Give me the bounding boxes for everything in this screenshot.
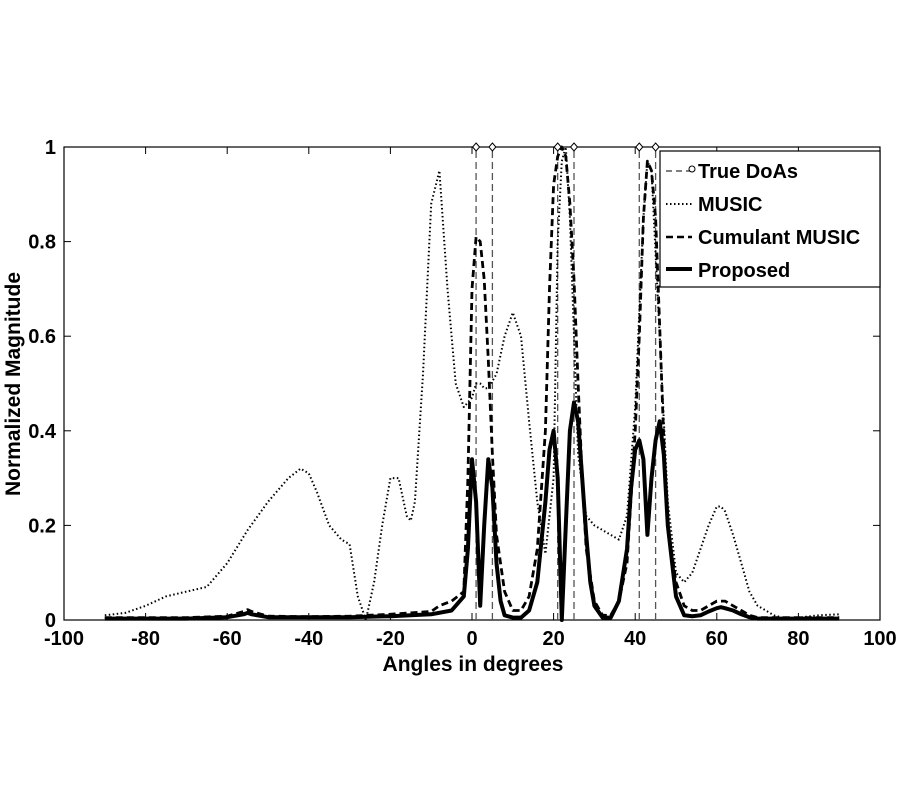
x-tick-label: -20: [376, 628, 405, 650]
x-tick-label: 80: [787, 628, 809, 650]
legend-entry-music: MUSIC: [666, 194, 762, 216]
x-axis: -100 -80 -60 -40 -20 0 20 40 60 80 100: [44, 147, 897, 650]
x-tick-label: 20: [542, 628, 564, 650]
x-tick-label: -60: [213, 628, 242, 650]
x-tick-label: 0: [466, 628, 477, 650]
x-tick-label: -100: [44, 628, 84, 650]
y-tick-label: 0.6: [28, 326, 56, 348]
y-tick-label: 0.4: [28, 421, 57, 443]
legend-box: [659, 150, 881, 288]
legend-label-true-doas: True DoAs: [698, 161, 798, 183]
y-tick-label: 0: [45, 610, 56, 632]
legend-entry-cumulant-music: Cumulant MUSIC: [666, 227, 860, 249]
legend-label-cumulant-music: Cumulant MUSIC: [698, 227, 860, 249]
series-proposed: [104, 400, 840, 622]
true-doa-marker: [488, 142, 497, 152]
y-tick-label: 0.8: [28, 232, 56, 254]
x-tick-label: 100: [863, 628, 896, 650]
y-axis-label: Normalized Magnitude: [2, 272, 25, 496]
legend: True DoAs MUSIC Cumulant MUSIC Proposed: [659, 150, 881, 288]
y-tick-label: 0.2: [28, 515, 56, 537]
legend-label-music: MUSIC: [698, 194, 762, 216]
x-tick-label: 40: [624, 628, 646, 650]
true-doa-marker: [651, 142, 660, 152]
legend-entry-true-doas: True DoAs: [666, 161, 798, 183]
x-tick-label: -80: [131, 628, 160, 650]
proposed-line: [104, 400, 840, 622]
legend-entry-proposed: Proposed: [666, 260, 790, 282]
true-doa-marker: [635, 142, 644, 152]
x-tick-label: 60: [706, 628, 728, 650]
true-doa-marker: [471, 142, 481, 152]
cumulant-music-line: [104, 145, 840, 619]
x-axis-label: Angles in degrees: [383, 653, 564, 676]
y-tick-label: 1: [45, 137, 56, 159]
legend-label-proposed: Proposed: [698, 260, 790, 282]
x-tick-label: -40: [294, 628, 323, 650]
true-doa-marker: [569, 142, 579, 152]
y-axis: 0 0.2 0.4 0.6 0.8 1: [28, 137, 880, 632]
series-cumulant-music: [104, 145, 840, 619]
